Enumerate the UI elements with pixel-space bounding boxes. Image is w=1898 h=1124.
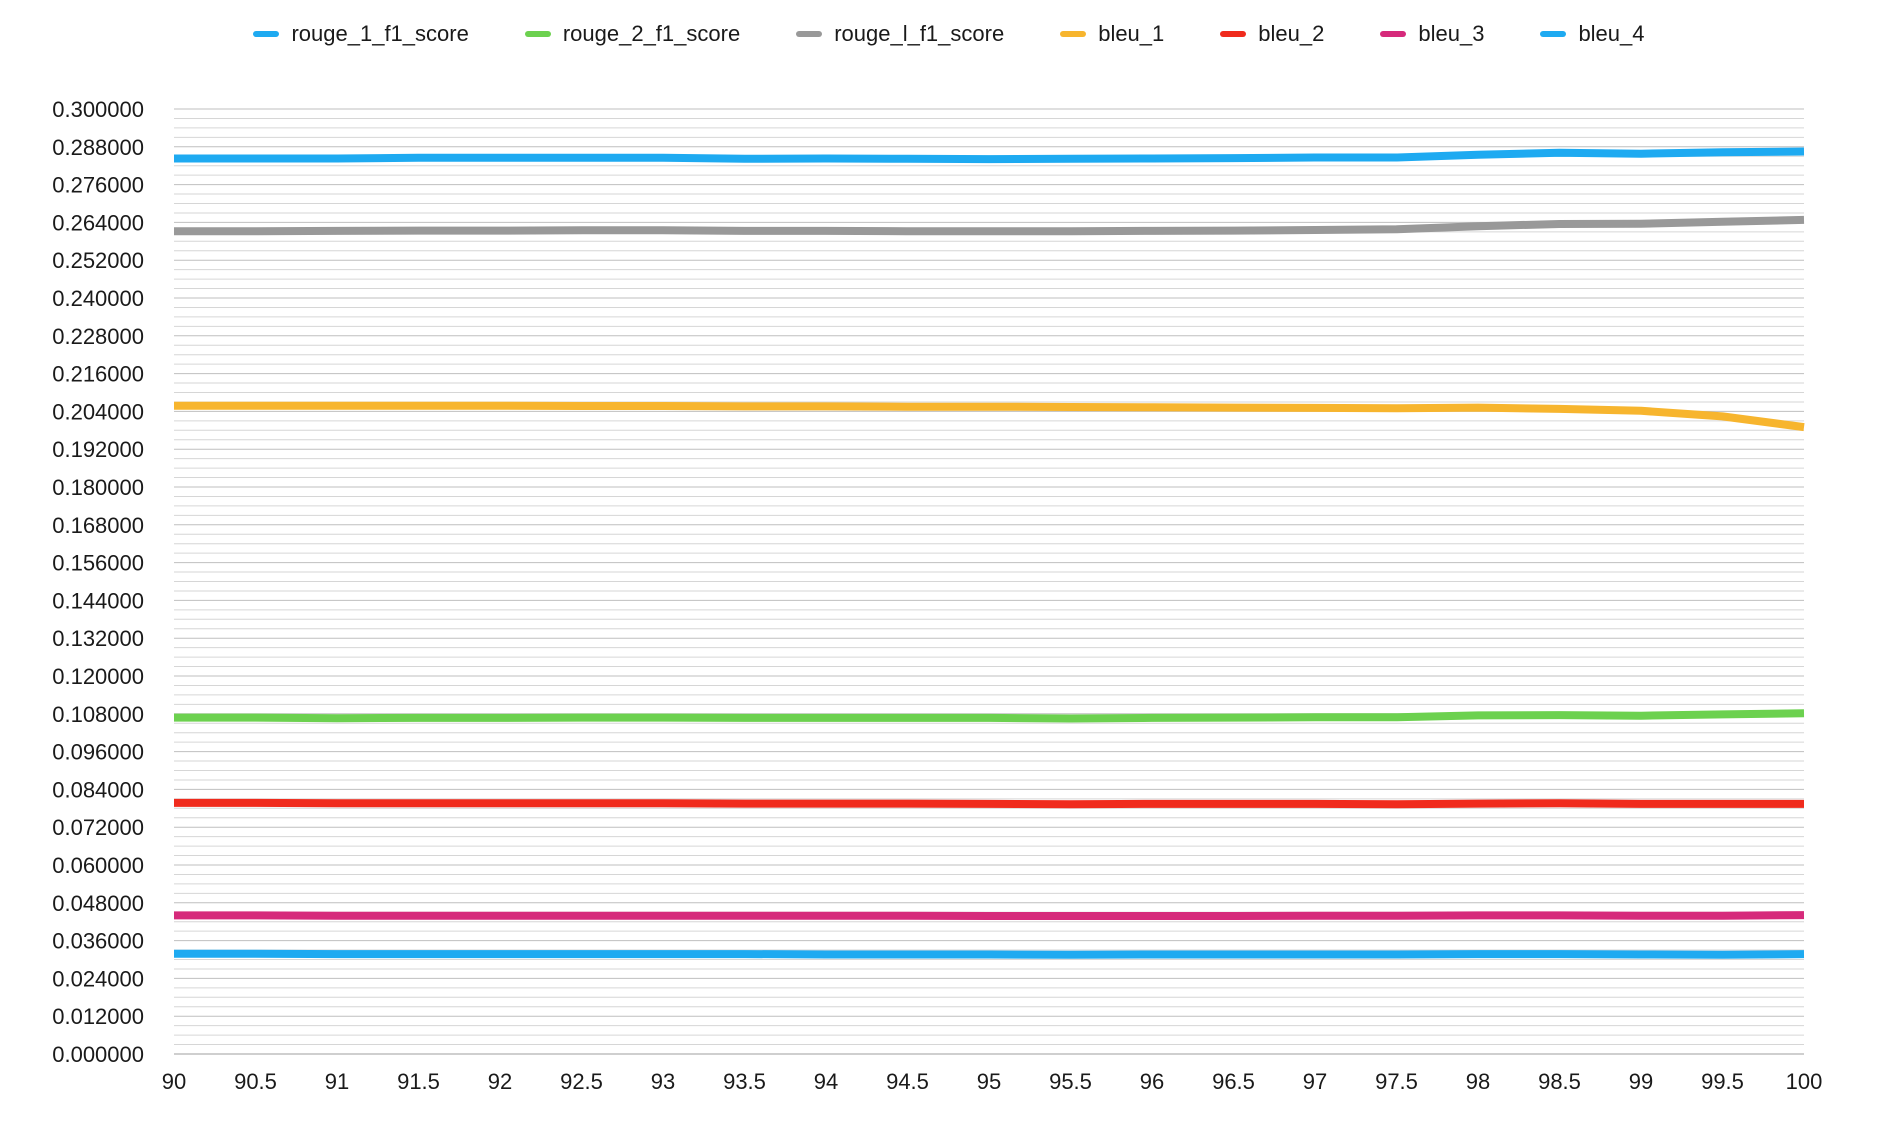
x-tick-label: 92	[488, 1069, 512, 1094]
y-tick-label: 0.228000	[52, 324, 144, 349]
legend: rouge_1_f1_score rouge_2_f1_score rouge_l_…	[0, 14, 1898, 54]
y-tick-label: 0.168000	[52, 513, 144, 538]
x-tick-label: 99.5	[1701, 1069, 1744, 1094]
legend-swatch	[253, 31, 280, 37]
legend-item-rouge-1-f1-score: rouge_1_f1_score	[253, 21, 469, 47]
y-tick-label: 0.192000	[52, 437, 144, 462]
y-tick-label: 0.072000	[52, 815, 144, 840]
series-line-bleu-3	[174, 911, 1805, 920]
x-tick-label: 91	[325, 1069, 349, 1094]
x-tick-label: 98	[1466, 1069, 1490, 1094]
series-line-bleu-4	[174, 949, 1805, 959]
x-tick-label: 90.5	[234, 1069, 277, 1094]
y-tick-label: 0.156000	[52, 551, 144, 576]
y-tick-label: 0.204000	[52, 399, 144, 424]
legend-swatch	[1220, 31, 1247, 37]
y-tick-label: 0.120000	[52, 664, 144, 689]
x-tick-label: 95	[977, 1069, 1001, 1094]
y-tick-label: 0.276000	[52, 173, 144, 198]
y-tick-label: 0.096000	[52, 740, 144, 765]
x-tick-label: 99	[1629, 1069, 1653, 1094]
x-tick-label: 98.5	[1538, 1069, 1581, 1094]
x-tick-label: 91.5	[397, 1069, 440, 1094]
legend-swatch	[1060, 31, 1087, 37]
legend-item-bleu-4: bleu_4	[1540, 21, 1645, 47]
y-tick-label: 0.216000	[52, 362, 144, 387]
series-line-rouge-2-f1-score	[174, 709, 1805, 723]
x-tick-label: 93.5	[723, 1069, 766, 1094]
y-tick-label: 0.300000	[52, 97, 144, 122]
x-tick-label: 97.5	[1375, 1069, 1418, 1094]
x-tick-label: 97	[1303, 1069, 1327, 1094]
legend-item-rouge-2-f1-score: rouge_2_f1_score	[524, 21, 741, 47]
y-tick-label: 0.252000	[52, 248, 144, 273]
x-tick-label: 90	[162, 1069, 186, 1094]
series-line-bleu-2	[174, 798, 1804, 809]
y-tick-label: 0.012000	[52, 1004, 144, 1029]
y-tick-label: 0.036000	[52, 929, 144, 954]
series-line-rouge-l-f1-score	[174, 215, 1805, 236]
y-tick-label: 0.000000	[52, 1042, 144, 1067]
legend-label: bleu_3	[1418, 21, 1485, 46]
x-tick-label: 92.5	[560, 1069, 603, 1094]
x-tick-label: 96	[1140, 1069, 1164, 1094]
x-tick-label: 94	[814, 1069, 838, 1094]
y-tick-label: 0.144000	[52, 588, 144, 613]
x-tick-label: 95.5	[1049, 1069, 1092, 1094]
legend-swatch	[1540, 31, 1567, 37]
legend-label: rouge_l_f1_score	[834, 21, 1005, 46]
y-tick-label: 0.288000	[52, 135, 144, 160]
legend-label: rouge_1_f1_score	[291, 21, 469, 46]
y-tick-label: 0.132000	[52, 626, 144, 651]
y-tick-label: 0.264000	[52, 210, 144, 235]
y-tick-label: 0.024000	[52, 966, 144, 991]
x-tick-label: 96.5	[1212, 1069, 1255, 1094]
series-line-rouge-1-f1-score	[174, 147, 1805, 164]
series-line-bleu-1	[174, 401, 1805, 432]
legend-item-bleu-1: bleu_1	[1060, 21, 1164, 47]
x-tick-label: 93	[651, 1069, 675, 1094]
legend-item-rouge-l-f1-score: rouge_l_f1_score	[796, 21, 1004, 47]
y-tick-label: 0.084000	[52, 777, 144, 802]
y-tick-label: 0.048000	[52, 891, 144, 916]
x-tick-label: 94.5	[886, 1069, 929, 1094]
y-tick-label: 0.180000	[52, 475, 144, 500]
legend-item-bleu-3: bleu_3	[1380, 21, 1484, 47]
legend-item-bleu-2: bleu_2	[1220, 21, 1324, 47]
legend-swatch	[524, 31, 551, 37]
y-tick-label: 0.108000	[52, 702, 144, 727]
legend-swatch	[1380, 31, 1407, 37]
legend-swatch	[796, 31, 823, 37]
y-tick-label: 0.060000	[52, 853, 144, 878]
x-tick-label: 100	[1786, 1069, 1823, 1094]
legend-label: rouge_2_f1_score	[562, 21, 741, 46]
legend-label: bleu_2	[1258, 21, 1325, 46]
legend-label: bleu_4	[1578, 21, 1645, 46]
legend-label: bleu_1	[1098, 21, 1165, 46]
y-tick-label: 0.240000	[52, 286, 144, 311]
